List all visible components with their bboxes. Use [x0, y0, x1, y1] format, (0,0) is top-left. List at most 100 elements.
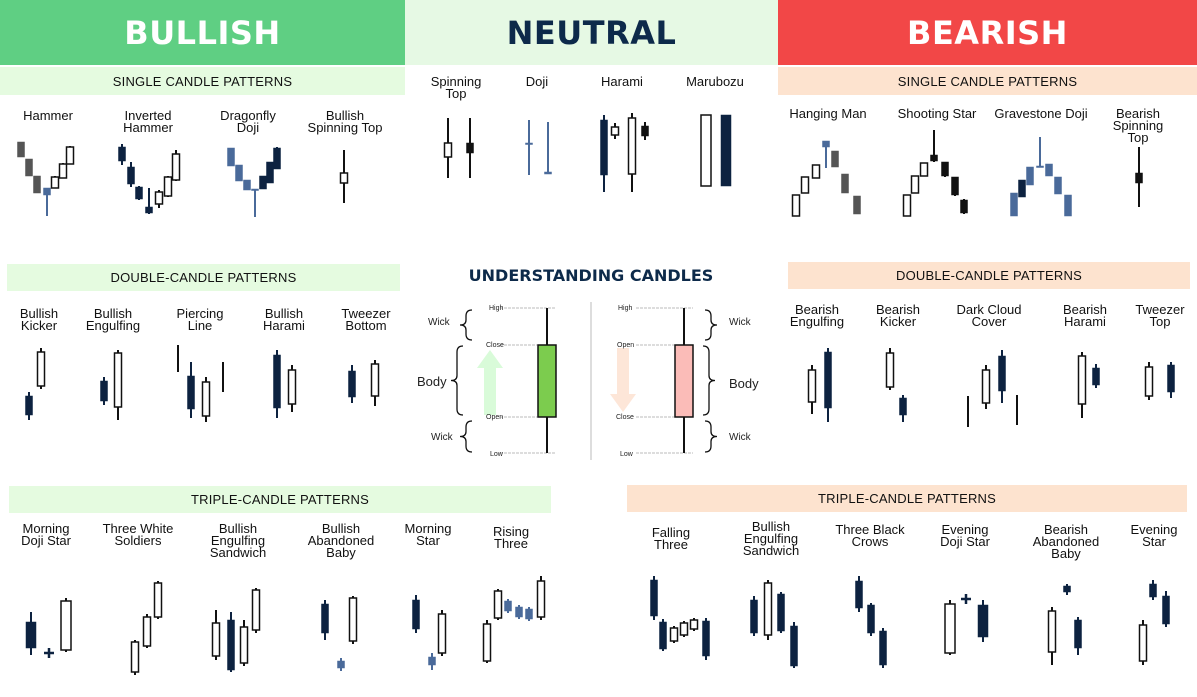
- candle-body: [1074, 619, 1082, 649]
- candle-body: [25, 395, 33, 416]
- candle-body: [135, 186, 143, 200]
- candle-body: [58, 163, 68, 179]
- diagram-label: Wick: [431, 432, 454, 443]
- bullish-single-bar: SINGLE CANDLE PATTERNS: [0, 67, 405, 95]
- pattern-label: Bullish Kicker: [19, 306, 59, 333]
- candle-body: [1063, 585, 1071, 593]
- candle-body: [235, 164, 243, 182]
- candle-body: [1064, 194, 1072, 217]
- candle-body: [525, 142, 533, 145]
- candle-body: [493, 590, 503, 619]
- bullish-candle-body: [537, 344, 557, 418]
- candle-body: [60, 600, 72, 651]
- diagram-label: Low: [620, 451, 634, 458]
- pattern-label: Harami: [601, 74, 643, 89]
- pattern-label: Bearish Harami: [1062, 302, 1108, 329]
- understanding-candles-title: UNDERSTANDING CANDLES: [468, 266, 714, 285]
- candle-body: [790, 625, 798, 667]
- candle-body: [100, 380, 108, 402]
- candle-body: [919, 162, 929, 177]
- candle-body: [153, 582, 163, 618]
- candle-body: [321, 603, 329, 634]
- candle-body: [930, 154, 938, 162]
- candle-body: [412, 599, 420, 630]
- candle-body: [437, 613, 447, 654]
- pattern-label: Three Black Crows: [835, 522, 905, 549]
- pattern-label: Hammer: [23, 108, 73, 123]
- candle-body: [25, 621, 37, 649]
- body-brace: [450, 345, 464, 416]
- pattern-label: Evening Star: [1130, 522, 1178, 549]
- candle-body: [227, 619, 235, 671]
- pattern-label: Falling Three: [651, 525, 691, 552]
- pattern-label: Morning Star: [404, 521, 452, 548]
- candle-body: [154, 191, 164, 205]
- bearish-header: BEARISH: [778, 0, 1197, 65]
- diagram-label: Close: [486, 342, 504, 349]
- bullish-triple-bar: TRIPLE-CANDLE PATTERNS: [9, 486, 551, 513]
- candle-body: [910, 175, 920, 194]
- pattern-label: Shooting Star: [897, 106, 977, 121]
- pattern-label: Bullish Harami: [263, 306, 305, 333]
- candle-body: [171, 153, 181, 181]
- pattern-label: Inverted Hammer: [123, 108, 173, 135]
- candle-body: [1092, 367, 1100, 386]
- candle-body: [113, 352, 123, 408]
- candle-body: [163, 176, 173, 197]
- candle-body: [251, 188, 259, 191]
- candle-body: [130, 641, 140, 673]
- pattern-label: Bullish Engulfing Sandwich: [209, 521, 267, 560]
- candle-body: [525, 608, 533, 620]
- diagram-label: High: [618, 305, 633, 312]
- candle-body: [831, 150, 839, 168]
- candle-body: [702, 620, 710, 657]
- pattern-label: Dark Cloud Cover: [956, 302, 1022, 329]
- candle-body: [879, 630, 887, 666]
- candle-body: [370, 363, 380, 397]
- candle-body: [339, 172, 349, 184]
- candle-body: [127, 166, 135, 185]
- candle-body: [720, 114, 732, 187]
- candle-body: [777, 593, 785, 632]
- candle-body: [43, 187, 51, 196]
- candle-body: [867, 604, 875, 634]
- candle-body: [259, 175, 267, 190]
- candle-body: [187, 375, 195, 410]
- bearish-triple-bar: TRIPLE-CANDLE PATTERNS: [627, 485, 1187, 512]
- candle-body: [981, 369, 991, 404]
- pattern-label: Hanging Man: [789, 106, 867, 121]
- candle-body: [944, 603, 956, 654]
- wick-brace: [459, 420, 473, 453]
- pattern-label: Bearish Kicker: [875, 302, 921, 329]
- candle-body: [251, 589, 261, 631]
- pattern-label: Marubozu: [686, 74, 744, 89]
- candle-body: [1167, 364, 1175, 393]
- candle-body: [348, 370, 356, 398]
- candle-body: [1010, 192, 1018, 217]
- candle-body: [641, 125, 649, 137]
- candle-body: [679, 622, 689, 636]
- candle-body: [1144, 366, 1154, 397]
- candle-body: [201, 381, 211, 417]
- candle-body: [899, 397, 907, 416]
- candle-body: [443, 142, 453, 158]
- candle-body: [1077, 355, 1087, 405]
- neutral-header: NEUTRAL: [405, 0, 778, 65]
- candle-body: [791, 194, 801, 217]
- pattern-label: Tweezer Bottom: [341, 306, 391, 333]
- candle-body: [273, 354, 281, 409]
- candle-body: [1054, 176, 1062, 195]
- candle-body: [855, 580, 863, 609]
- bearish-single-bar: SINGLE CANDLE PATTERNS: [778, 67, 1197, 95]
- candle-body: [273, 147, 281, 170]
- candle-body: [998, 355, 1006, 392]
- pattern-label: Dragonfly Doji: [220, 108, 276, 135]
- wick-brace: [704, 309, 718, 341]
- wick-brace: [459, 309, 473, 341]
- candle-body: [243, 179, 251, 191]
- candle-body: [50, 176, 60, 189]
- candle-body: [466, 142, 474, 154]
- bearish-candle-body: [674, 344, 694, 418]
